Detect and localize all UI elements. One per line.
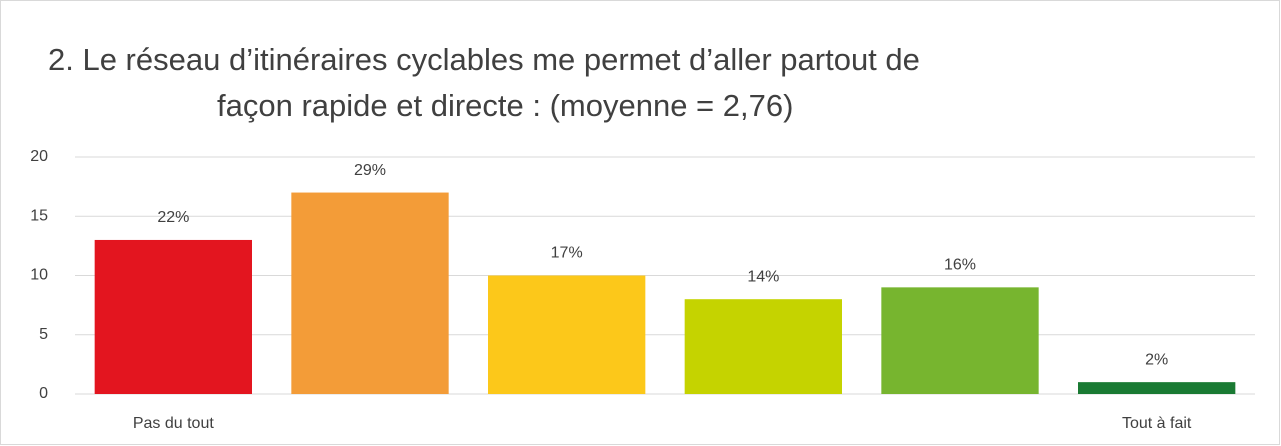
bar bbox=[488, 275, 646, 394]
bar bbox=[1078, 382, 1236, 394]
bar bbox=[881, 287, 1039, 394]
x-tick-label: Pas du tout bbox=[133, 415, 215, 432]
data-label: 17% bbox=[551, 245, 583, 262]
bar bbox=[94, 239, 253, 394]
data-label: 22% bbox=[157, 209, 189, 226]
y-tick-label: 20 bbox=[30, 148, 48, 165]
x-tick-label: Tout à fait bbox=[1122, 415, 1192, 432]
y-tick-label: 0 bbox=[39, 385, 48, 402]
data-label: 2% bbox=[1145, 351, 1168, 368]
bar bbox=[684, 299, 842, 394]
chart-title: 2. Le réseau d’itinéraires cyclables me … bbox=[48, 42, 920, 77]
bar bbox=[291, 192, 449, 394]
data-label: 29% bbox=[354, 162, 386, 179]
data-label: 14% bbox=[747, 268, 779, 285]
data-label: 16% bbox=[944, 257, 976, 274]
chart-title: façon rapide et directe : (moyenne = 2,7… bbox=[217, 88, 793, 123]
y-tick-label: 5 bbox=[39, 326, 48, 343]
y-tick-label: 10 bbox=[30, 267, 48, 284]
y-tick-label: 15 bbox=[30, 207, 48, 224]
